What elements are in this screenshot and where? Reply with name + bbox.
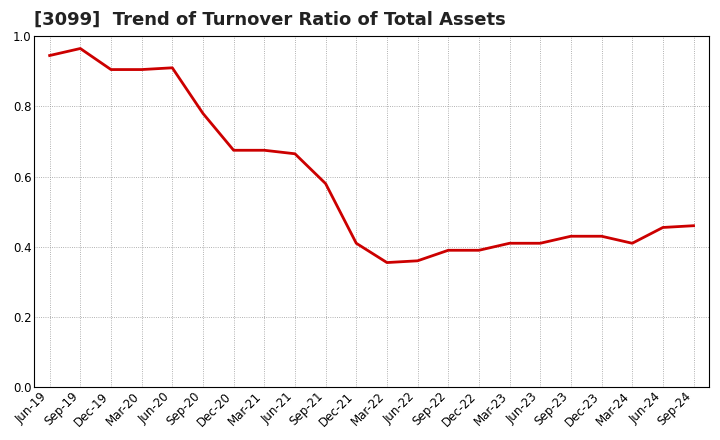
Text: [3099]  Trend of Turnover Ratio of Total Assets: [3099] Trend of Turnover Ratio of Total … [35, 11, 506, 29]
